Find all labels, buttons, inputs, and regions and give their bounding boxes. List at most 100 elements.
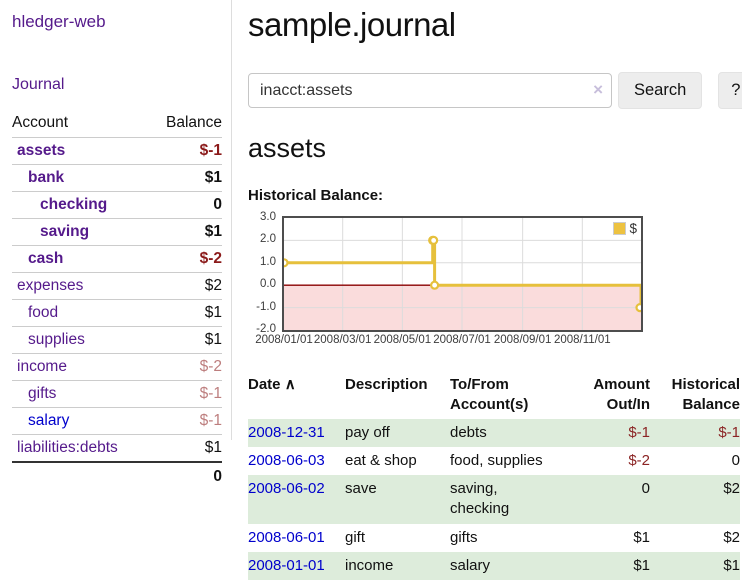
account-row: gifts $-1 xyxy=(12,380,222,408)
search-box: × xyxy=(248,73,612,108)
register-table-body: 2008-12-31 pay off debts $-1 $-1 2008-06-03 ea… xyxy=(248,418,740,580)
x-axis-tick-label: 2008/03/01 xyxy=(313,334,372,346)
transaction-date-link[interactable]: 2008-06-02 xyxy=(248,480,325,497)
transaction-accounts: salary xyxy=(450,556,491,574)
transaction-accounts: food, supplies xyxy=(450,451,543,469)
y-axis-tick-label: 0.0 xyxy=(260,278,276,291)
account-row: supplies $1 xyxy=(12,326,222,354)
transaction-amount: $-2 xyxy=(628,451,650,469)
sidebar-account-link-checking[interactable]: checking xyxy=(40,196,108,213)
account-balance: $-2 xyxy=(149,353,222,381)
account-row: salary $-1 xyxy=(12,407,222,435)
sidebar-account-link-food[interactable]: food xyxy=(28,304,59,321)
account-row: income $-2 xyxy=(12,353,222,381)
x-axis-tick-label: 2008/05/01 xyxy=(373,334,432,346)
accounts-total-value: 0 xyxy=(149,461,222,490)
transaction-description: income xyxy=(345,556,394,574)
account-balance: 0 xyxy=(149,191,222,219)
account-balance: $1 xyxy=(149,299,222,327)
x-axis-tick-label: 2008/01/01 xyxy=(255,334,313,346)
data-point-marker xyxy=(284,258,289,268)
account-row: expenses $2 xyxy=(12,272,222,300)
sidebar-account-link-salary[interactable]: salary xyxy=(28,412,70,429)
chart-legend: $ xyxy=(612,221,638,236)
sidebar-account-link-gifts[interactable]: gifts xyxy=(28,385,57,402)
sidebar-account-link-assets[interactable]: assets xyxy=(17,142,66,159)
sidebar-divider xyxy=(231,0,232,440)
search-button[interactable]: Search xyxy=(618,72,703,109)
search-row: × Search ? xyxy=(248,72,742,109)
account-balance: $-1 xyxy=(149,407,222,435)
sidebar: hledger-web Journal Account Balance asse… xyxy=(0,0,232,580)
app-title[interactable]: hledger-web xyxy=(12,12,106,31)
sidebar-account-link-expenses[interactable]: expenses xyxy=(17,277,84,294)
register-row: 2008-06-03 eat & shop food, supplies $-2 0 xyxy=(248,447,740,475)
transaction-accounts: saving, checking xyxy=(450,480,510,518)
x-axis-tick-label: 2008/11/01 xyxy=(553,334,611,346)
transaction-balance: $2 xyxy=(723,528,740,546)
help-button[interactable]: ? xyxy=(718,72,742,109)
accounts-header-balance: Balance xyxy=(149,110,222,138)
y-axis-tick-label: -1.0 xyxy=(256,300,276,313)
transaction-date-link[interactable]: 2008-06-01 xyxy=(248,528,325,546)
data-point-marker xyxy=(635,303,641,313)
x-axis-tick-label: 2008/09/01 xyxy=(493,334,552,346)
legend-label: $ xyxy=(629,221,637,236)
y-axis-tick-label: 2.0 xyxy=(260,233,276,246)
page-title: sample.journal xyxy=(248,6,456,43)
sidebar-account-link-bank[interactable]: bank xyxy=(28,169,65,186)
accounts-table: Account Balance assets $-1 bank $1 checking 0… xyxy=(12,110,222,490)
historical-balance-chart: $ 3.0 2.0 1.0 0.0 -1.0 -2.0 xyxy=(248,211,648,335)
account-row: assets $-1 xyxy=(12,138,222,165)
y-axis-tick-label: -2.0 xyxy=(256,323,276,335)
transaction-date-link[interactable]: 2008-12-31 xyxy=(248,423,325,441)
transaction-date-link[interactable]: 2008-06-03 xyxy=(248,451,325,469)
register-row: 2008-06-01 gift gifts $1 $2 xyxy=(248,524,740,552)
register-header-date[interactable]: Date ∧ xyxy=(248,376,296,393)
transaction-amount: $1 xyxy=(633,528,650,546)
account-balance: $-1 xyxy=(149,380,222,408)
clear-search-icon[interactable]: × xyxy=(593,80,603,99)
account-balance: $-1 xyxy=(199,142,222,159)
transaction-balance: $2 xyxy=(723,480,740,497)
search-input[interactable] xyxy=(248,73,612,108)
legend-swatch-icon xyxy=(613,222,627,235)
register-header-accounts: To/From Account(s) xyxy=(450,376,529,414)
chart-x-axis: 2008/01/01 2008/03/01 2008/05/01 2008/07/01… xyxy=(255,334,643,350)
accounts-header-account: Account xyxy=(12,110,150,138)
transaction-description: eat & shop xyxy=(345,451,417,469)
account-row: food $1 xyxy=(12,299,222,327)
account-row: liabilities:debts $1 xyxy=(12,434,222,462)
register-row: 2008-06-02 save saving, checking 0 $2 xyxy=(248,475,740,524)
transaction-date-link[interactable]: 2008-01-01 xyxy=(248,556,325,574)
chart-title: Historical Balance: xyxy=(248,187,384,204)
sidebar-account-link-liabilities-debts[interactable]: liabilities:debts xyxy=(17,439,118,456)
sidebar-account-link-saving[interactable]: saving xyxy=(40,223,90,240)
y-axis-tick-label: 1.0 xyxy=(260,255,276,268)
accounts-table-body: assets $-1 bank $1 checking 0 saving $1 cash $-2 e… xyxy=(12,138,222,462)
sort-ascending-icon: ∧ xyxy=(284,376,296,393)
register-row: 2008-12-31 pay off debts $-1 $-1 xyxy=(248,418,740,447)
transaction-balance: 0 xyxy=(731,451,740,469)
y-axis-tick-label: 3.0 xyxy=(260,211,276,223)
transaction-description: pay off xyxy=(345,423,390,441)
sidebar-item-journal[interactable]: Journal xyxy=(12,76,65,93)
chart-plot-area: $ xyxy=(282,216,643,332)
sidebar-account-link-supplies[interactable]: supplies xyxy=(28,331,85,348)
account-balance: $-2 xyxy=(149,245,222,273)
data-point-marker xyxy=(429,235,439,245)
sidebar-account-link-income[interactable]: income xyxy=(17,358,67,375)
register-header-amount: Amount Out/In xyxy=(593,376,650,414)
account-balance: $1 xyxy=(149,326,222,354)
transaction-amount: $-1 xyxy=(628,423,650,441)
sidebar-account-link-cash[interactable]: cash xyxy=(28,250,64,267)
register-header-row: Date ∧ Description To/From Account(s) Am… xyxy=(248,372,740,419)
transaction-amount: $1 xyxy=(633,556,650,574)
register-header-balance: Historical Balance xyxy=(671,376,740,414)
main-content: sample.journal × Search ? assets Histori… xyxy=(232,0,742,580)
account-balance: $1 xyxy=(149,434,222,462)
accounts-total-row: 0 xyxy=(12,461,222,490)
balance-line-chart xyxy=(284,218,641,330)
register-header-description: Description xyxy=(345,376,428,393)
